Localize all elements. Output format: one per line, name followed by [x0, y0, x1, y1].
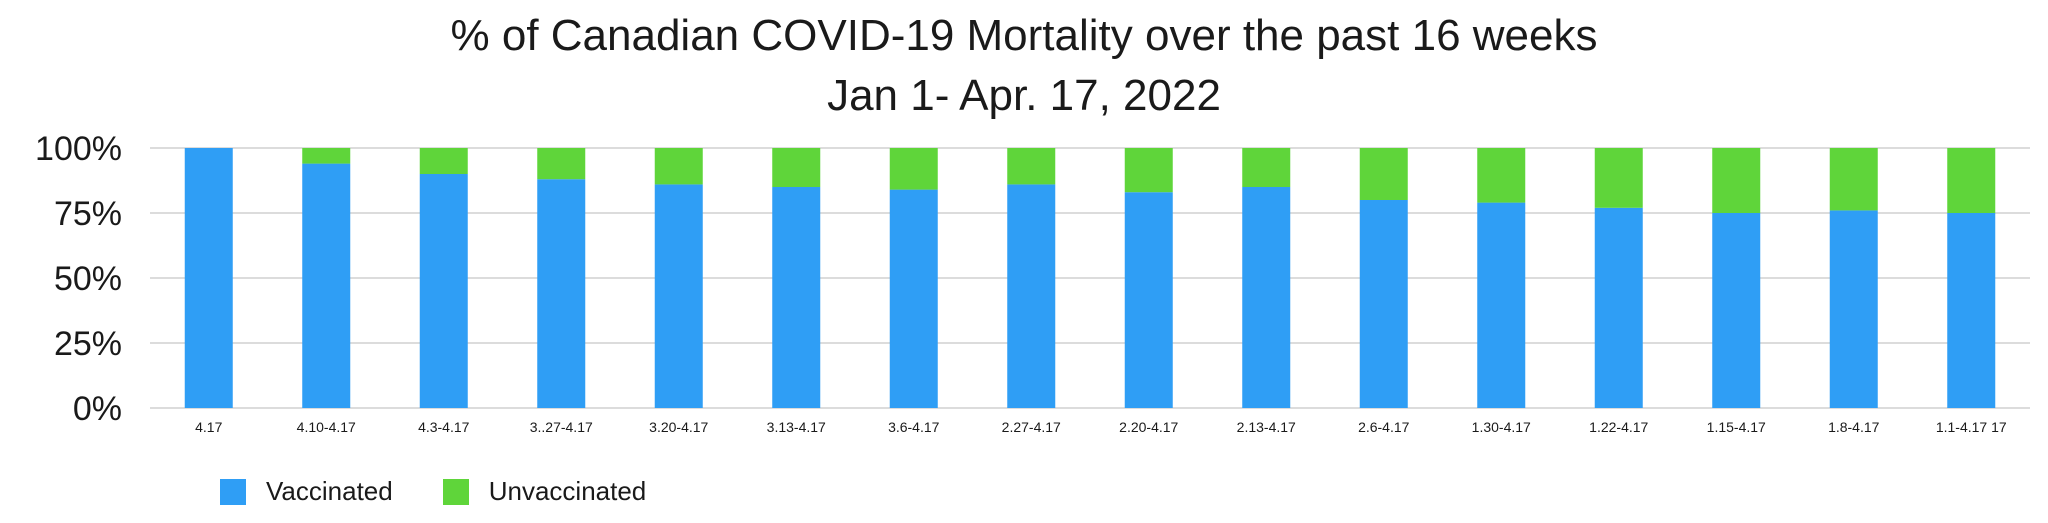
- legend-label-unvaccinated: Unvaccinated: [488, 476, 647, 506]
- x-tick-label: 4.3-4.17: [418, 419, 470, 435]
- chart-subtitle: Jan 1- Apr. 17, 2022: [827, 71, 1221, 120]
- x-tick-label: 3.13-4.17: [767, 419, 826, 435]
- bar-unvaccinated: [1359, 148, 1408, 200]
- legend-item-vaccinated: Vaccinated: [220, 476, 393, 507]
- y-tick-label: 0%: [73, 390, 122, 428]
- chart-title: % of Canadian COVID-19 Mortality over th…: [450, 11, 1598, 60]
- bar-vaccinated: [1242, 187, 1291, 408]
- bar-vaccinated: [419, 174, 468, 408]
- x-tick-label: 2.6-4.17: [1358, 419, 1410, 435]
- bar-unvaccinated: [302, 148, 351, 164]
- bar-vaccinated: [184, 148, 233, 408]
- legend: Vaccinated Unvaccinated: [220, 476, 696, 507]
- bar-vaccinated: [1477, 202, 1526, 408]
- bar-vaccinated: [1712, 213, 1761, 408]
- x-tick-label: 3.20-4.17: [649, 419, 708, 435]
- y-tick-label: 100%: [35, 130, 122, 168]
- legend-swatch-vaccinated: [220, 478, 246, 505]
- y-tick-label: 25%: [54, 325, 122, 363]
- x-tick-label: 3..27-4.17: [530, 419, 593, 435]
- x-tick-label: 1.30-4.17: [1472, 419, 1531, 435]
- bar-vaccinated: [1829, 210, 1878, 408]
- legend-label-vaccinated: Vaccinated: [266, 476, 393, 506]
- bar-unvaccinated: [1242, 148, 1291, 187]
- bar-unvaccinated: [419, 148, 468, 174]
- bar-vaccinated: [1594, 207, 1643, 408]
- bar-unvaccinated: [1712, 148, 1761, 213]
- bar-unvaccinated: [1007, 148, 1056, 185]
- x-tick-label: 2.20-4.17: [1119, 419, 1178, 435]
- bar-vaccinated: [1124, 192, 1173, 408]
- x-tick-label: 2.13-4.17: [1237, 419, 1296, 435]
- bar-unvaccinated: [772, 148, 821, 187]
- y-tick-label: 50%: [54, 260, 122, 298]
- x-tick-label: 4.10-4.17: [297, 419, 356, 435]
- legend-swatch-unvaccinated: [442, 478, 469, 505]
- bar-unvaccinated: [1594, 148, 1643, 208]
- bar-unvaccinated: [1477, 148, 1526, 203]
- bar-vaccinated: [1947, 213, 1996, 408]
- bar-vaccinated: [302, 163, 351, 408]
- x-tick-label: 1.1-4.17 17: [1936, 419, 2007, 435]
- bar-vaccinated: [772, 187, 821, 408]
- legend-item-unvaccinated: Unvaccinated: [442, 476, 647, 507]
- bar-vaccinated: [889, 189, 938, 408]
- bar-vaccinated: [537, 179, 586, 408]
- x-tick-label: 1.8-4.17: [1828, 419, 1880, 435]
- bar-unvaccinated: [537, 148, 586, 180]
- bar-vaccinated: [1007, 184, 1056, 408]
- x-tick-label: 1.15-4.17: [1707, 419, 1766, 435]
- bar-unvaccinated: [1124, 148, 1173, 193]
- x-tick-label: 1.22-4.17: [1589, 419, 1648, 435]
- x-tick-label: 4.17: [195, 419, 222, 435]
- bar-unvaccinated: [889, 148, 938, 190]
- bar-unvaccinated: [1947, 148, 1996, 213]
- bar-unvaccinated: [654, 148, 703, 185]
- x-tick-label: 2.27-4.17: [1002, 419, 1061, 435]
- x-tick-label: 3.6-4.17: [888, 419, 940, 435]
- bar-vaccinated: [654, 184, 703, 408]
- bar-vaccinated: [1359, 200, 1408, 408]
- y-tick-label: 75%: [54, 195, 122, 233]
- bar-unvaccinated: [1829, 148, 1878, 211]
